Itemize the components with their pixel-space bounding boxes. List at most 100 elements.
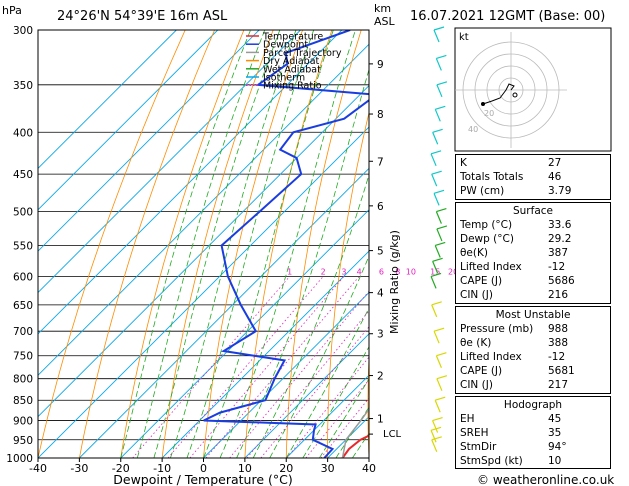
isotherm-line — [38, 30, 219, 211]
isotherm-line — [79, 167, 369, 458]
isotherm-line — [38, 30, 260, 252]
wind-barb — [434, 399, 441, 413]
mixing-ratio-line — [205, 276, 360, 458]
totals-totals-label: Totals Totals — [460, 171, 524, 183]
temperature-tick-label: 0 — [200, 462, 207, 475]
wind-barb-flag — [432, 128, 443, 133]
surface-li-value: -12 — [548, 261, 566, 273]
hodograph-ring-label: 20 — [484, 109, 494, 118]
pw-label: PW (cm) — [460, 185, 505, 197]
mu-cape-value: 5681 — [548, 365, 575, 377]
totals-totals-value: 46 — [548, 171, 562, 183]
mu-thetae-label: θe (K) — [460, 337, 492, 349]
isotherm-line — [203, 291, 369, 458]
k-index-value: 27 — [548, 157, 562, 169]
surface-thetae-value: 387 — [548, 247, 569, 259]
mixing-ratio-line — [189, 276, 345, 458]
lcl-label: LCL — [383, 429, 402, 440]
legend-label: Mixing Ratio — [263, 81, 322, 92]
pressure-tick-label: 850 — [13, 395, 33, 407]
wind-barb — [433, 330, 440, 344]
pressure-tick-label: 750 — [13, 351, 33, 363]
most-unstable-box: Most Unstable Pressure (mb) 988 θe (K) 388… — [455, 306, 611, 394]
mixing-ratio-tick-label: 2 — [321, 267, 326, 276]
x-axis-title: Dewpoint / Temperature (°C) — [113, 472, 292, 486]
wind-barb — [435, 58, 442, 71]
mixing-ratio-title: Mixing Ratio (g/kg) — [388, 230, 401, 334]
wind-barb — [432, 132, 439, 145]
wind-barb — [435, 355, 442, 368]
temperature-tick-label: 20 — [279, 462, 293, 475]
dry-adiabat-line — [79, 30, 215, 458]
pressure-tick-label: 400 — [13, 127, 33, 139]
surface-cin-label: CIN (J) — [460, 289, 493, 301]
wind-barb-flag — [433, 327, 445, 332]
km-tick-label: 1 — [377, 414, 384, 426]
hodograph: kt 40 20 — [454, 27, 612, 152]
km-tick-label: 9 — [377, 59, 384, 71]
temperature-tick-label: -20 — [112, 462, 130, 475]
hpa-label: hPa — [2, 4, 22, 17]
k-index-label: K — [460, 157, 467, 169]
pressure-tick-label: 500 — [13, 207, 33, 219]
mixing-ratio-tick-label: 8 — [395, 267, 400, 276]
mixing-ratio-line — [286, 356, 369, 458]
copyright-footer: © weatheronline.co.uk — [477, 473, 614, 486]
wind-barb-flag — [430, 272, 442, 277]
eh-value: 45 — [548, 413, 562, 425]
eh-label: EH — [460, 413, 475, 425]
mu-li-label: Lifted Index — [460, 351, 522, 363]
legend-label: Isotherm — [263, 73, 305, 84]
location-title: 24°26'N 54°39'E 16m ASL — [57, 9, 228, 24]
isotherm-line — [244, 333, 369, 458]
wind-barb-flag — [430, 426, 442, 431]
wind-barb-flag — [436, 208, 447, 213]
pressure-tick-label: 950 — [13, 435, 33, 447]
wind-barb-flag — [436, 375, 448, 380]
wind-barb — [432, 420, 439, 433]
mixing-ratio-line — [132, 276, 291, 458]
pressure-tick-label: 450 — [13, 169, 33, 181]
mu-pressure-label: Pressure (mb) — [460, 323, 534, 335]
surface-box: Surface Temp (°C) 33.6 Dewp (°C) 29.2 θe(K… — [455, 202, 611, 304]
stmspd-label: StmSpd (kt) — [460, 455, 523, 467]
indices-panel: K 27 Totals Totals 46 PW (cm) 3.79 Surface … — [455, 154, 611, 469]
mu-cin-value: 217 — [548, 379, 569, 391]
wind-barb-flag — [435, 241, 446, 247]
wind-barb-flag — [430, 150, 442, 155]
dry-adiabat-line — [367, 347, 369, 458]
surface-dewp-label: Dewp (°C) — [460, 233, 514, 245]
surface-li-label: Lifted Index — [460, 261, 522, 273]
wet-adiabat-line — [219, 30, 356, 458]
surface-title: Surface — [512, 205, 553, 217]
wind-barb — [436, 378, 443, 391]
temperature-tick-label: -40 — [29, 462, 47, 475]
mixing-ratio-tick-label: 4 — [357, 267, 362, 276]
wet-adiabat-line — [136, 30, 266, 458]
hodograph-ring-label: 40 — [468, 125, 478, 134]
surface-temp-label: Temp (°C) — [460, 219, 513, 231]
wind-barb — [434, 245, 441, 258]
pressure-tick-label: 650 — [13, 300, 33, 312]
isotherm-line — [38, 30, 301, 294]
surface-thetae-label: θe(K) — [460, 247, 488, 259]
pw-value: 3.79 — [548, 185, 572, 197]
mu-li-value: -12 — [548, 351, 566, 363]
series-line-dewpoint — [203, 30, 369, 458]
wind-barb-flag — [436, 352, 447, 357]
dry-adiabat-line — [38, 30, 186, 458]
dry-adiabat-line — [244, 30, 333, 458]
mixing-ratio-tick-label: 3 — [341, 267, 346, 276]
wind-barb-flag — [431, 436, 442, 441]
km-tick-label: 7 — [377, 156, 384, 168]
pressure-tick-label: 600 — [13, 271, 33, 283]
surface-cape-value: 5686 — [548, 275, 575, 287]
mixing-ratio-line — [246, 310, 369, 458]
hodograph-trace — [482, 83, 515, 105]
isotherm-line — [161, 250, 369, 458]
wind-barb-flag — [435, 396, 446, 401]
isotherm-line — [38, 43, 369, 376]
wind-barb — [430, 153, 437, 167]
